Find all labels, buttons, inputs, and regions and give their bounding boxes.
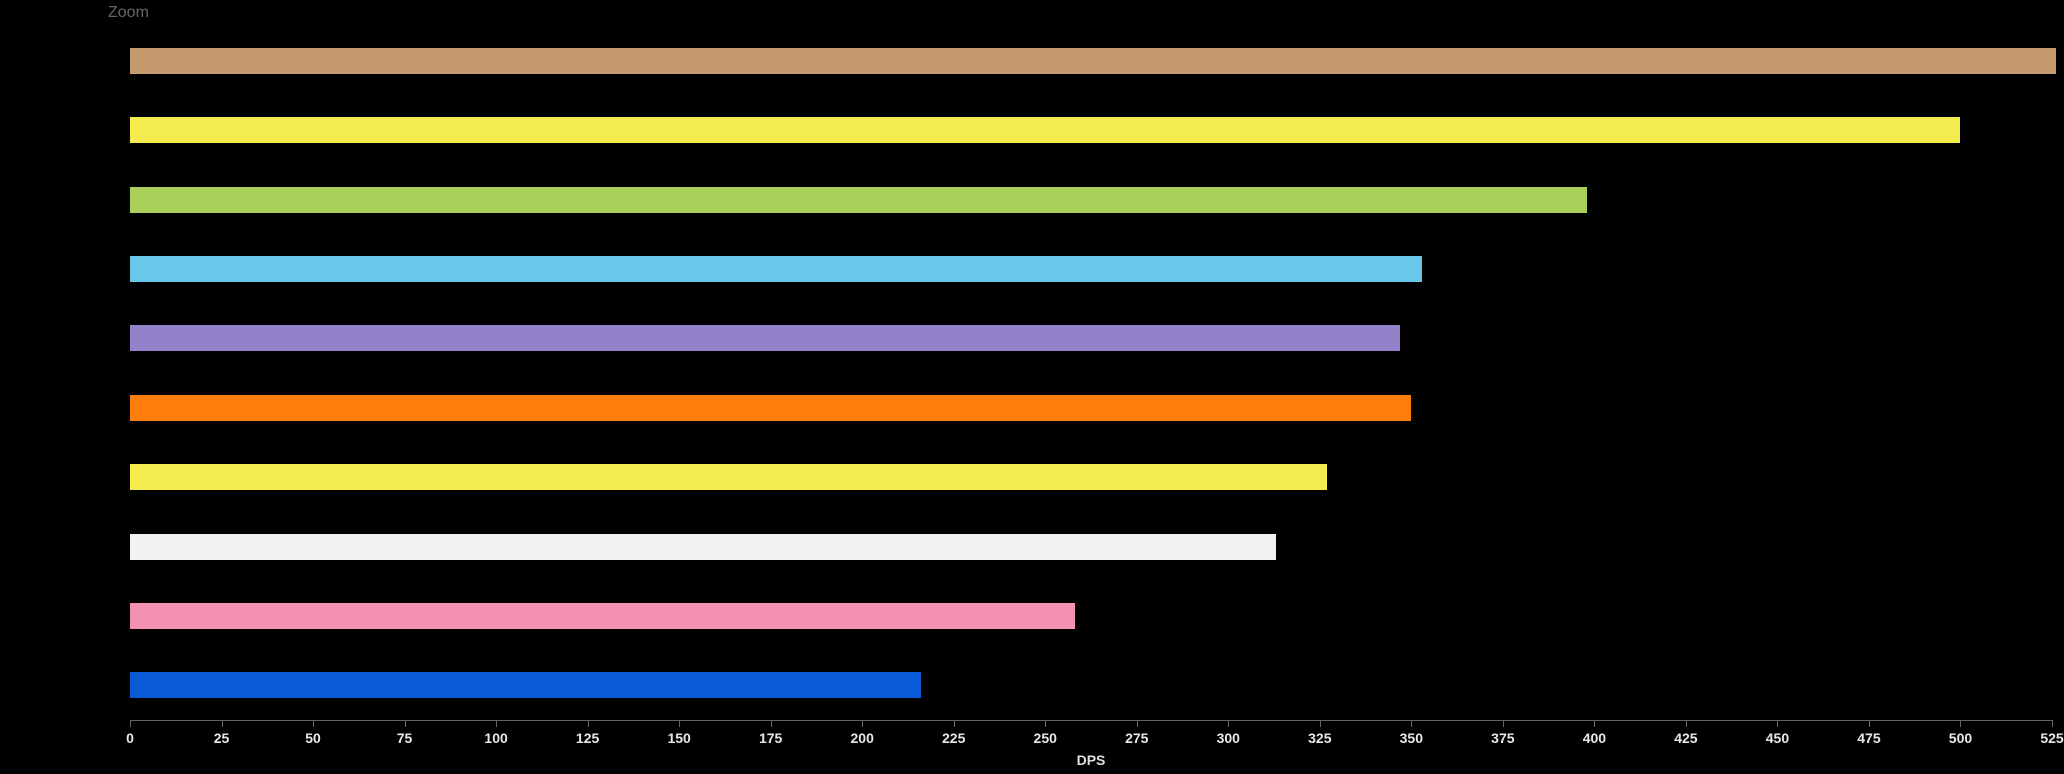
x-tick-mark [1960,720,1961,727]
x-tick-label: 200 [851,730,874,746]
x-tick-mark [1777,720,1778,727]
bar[interactable] [130,325,1400,351]
x-tick-mark [1686,720,1687,727]
x-tick-label: 325 [1308,730,1331,746]
x-tick-label: 475 [1857,730,1880,746]
bar[interactable] [130,672,921,698]
x-tick-label: 150 [667,730,690,746]
x-tick-mark [1594,720,1595,727]
x-axis-title: DPS [1077,752,1106,768]
x-tick-label: 525 [2040,730,2063,746]
zoom-label[interactable]: Zoom [108,4,149,22]
x-tick-label: 275 [1125,730,1148,746]
x-tick-mark [771,720,772,727]
x-tick-mark [1869,720,1870,727]
x-tick-label: 450 [1766,730,1789,746]
x-tick-label: 300 [1217,730,1240,746]
x-tick-label: 100 [484,730,507,746]
dps-bar-chart: Zoom DPS WarriorDPS RogueDPS HunterDPS M… [0,0,2064,774]
x-tick-label: 50 [305,730,321,746]
x-tick-mark [313,720,314,727]
x-tick-mark [954,720,955,727]
x-tick-mark [588,720,589,727]
x-tick-mark [862,720,863,727]
x-tick-label: 25 [214,730,230,746]
x-tick-mark [1320,720,1321,727]
bar[interactable] [130,603,1075,629]
x-tick-label: 250 [1034,730,1057,746]
x-tick-mark [1411,720,1412,727]
x-tick-mark [405,720,406,727]
x-tick-label: 375 [1491,730,1514,746]
x-tick-label: 425 [1674,730,1697,746]
x-tick-mark [1503,720,1504,727]
x-tick-mark [1045,720,1046,727]
x-tick-mark [2052,720,2053,727]
x-tick-label: 125 [576,730,599,746]
bar[interactable] [130,395,1411,421]
x-tick-mark [1228,720,1229,727]
x-tick-mark [222,720,223,727]
bar[interactable] [130,187,1587,213]
x-tick-label: 400 [1583,730,1606,746]
bar[interactable] [130,117,1960,143]
bar[interactable] [130,464,1327,490]
x-tick-label: 0 [126,730,134,746]
x-tick-mark [1137,720,1138,727]
x-tick-mark [130,720,131,727]
bar[interactable] [130,48,2056,74]
x-tick-mark [679,720,680,727]
x-tick-label: 75 [397,730,413,746]
bar[interactable] [130,534,1276,560]
x-tick-label: 350 [1400,730,1423,746]
x-tick-label: 500 [1949,730,1972,746]
x-tick-mark [496,720,497,727]
x-axis-line [130,720,2052,721]
x-tick-label: 175 [759,730,782,746]
bar[interactable] [130,256,1422,282]
x-tick-label: 225 [942,730,965,746]
